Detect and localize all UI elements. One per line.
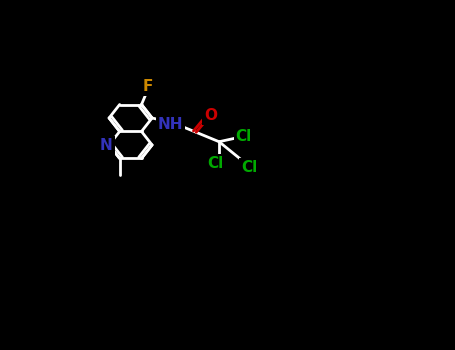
Text: Cl: Cl xyxy=(236,130,252,144)
Text: Cl: Cl xyxy=(241,160,257,175)
Text: F: F xyxy=(143,79,153,94)
Text: O: O xyxy=(204,108,217,123)
Text: N: N xyxy=(100,138,113,153)
Text: Cl: Cl xyxy=(207,156,224,171)
Text: NH: NH xyxy=(158,117,183,132)
